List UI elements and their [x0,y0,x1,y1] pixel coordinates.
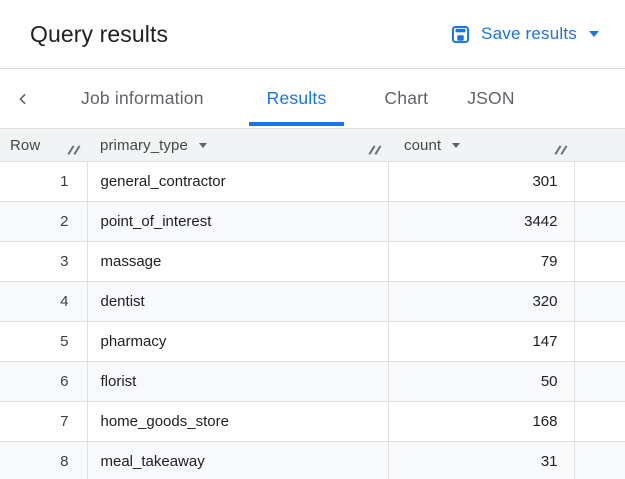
column-header-row: Row [0,128,87,162]
tab-label: Chart [384,88,429,108]
row-number-cell: 7 [0,401,88,442]
column-label: count [404,136,442,154]
chevron-left-icon [14,90,32,108]
table-row: 4 dentist 320 [0,281,625,322]
count-cell: 3442 [388,201,575,242]
table-header-row: Row primary_type count [0,128,625,162]
save-results-caret-icon [589,31,599,37]
row-number-cell: 5 [0,321,88,362]
count-cell: 79 [388,241,575,282]
count-cell: 50 [388,361,575,402]
filler-cell [574,201,625,242]
table-row: 3 massage 79 [0,241,625,282]
save-results-label: Save results [481,24,577,43]
primary-type-cell: home_goods_store [87,401,389,442]
row-number-cell: 1 [0,161,88,202]
primary-type-cell: massage [87,241,389,282]
filler-cell [574,241,625,282]
page-title: Query results [30,20,169,47]
count-cell: 301 [388,161,575,202]
primary-type-cell: florist [87,361,389,402]
primary-type-cell: general_contractor [87,161,389,202]
save-icon [450,24,471,45]
tabs-scroll-left-button[interactable] [13,87,33,111]
primary-type-cell: pharmacy [87,321,389,362]
table-row: 1 general_contractor 301 [0,161,625,202]
row-number-cell: 8 [0,441,88,479]
tab-label: Job information [81,88,204,108]
filler-cell [574,161,625,202]
tab-bar: Job information Results Chart JSON [0,68,625,128]
filler-cell [574,361,625,402]
column-header-count: count [388,128,574,162]
table-row: 6 florist 50 [0,361,625,402]
column-label: Row [10,136,41,154]
row-number-cell: 6 [0,361,88,402]
tab-results[interactable]: Results [248,69,345,128]
count-cell: 31 [388,441,575,479]
count-cell: 320 [388,281,575,322]
count-cell: 147 [388,321,575,362]
row-number-cell: 3 [0,241,88,282]
column-header-filler [574,128,625,162]
tab-label: Results [266,88,327,108]
table-row: 2 point_of_interest 3442 [0,201,625,242]
count-cell: 168 [388,401,575,442]
tab-json[interactable]: JSON [449,69,532,128]
filler-cell [574,441,625,479]
tab-chart[interactable]: Chart [366,69,446,128]
column-resize-handle[interactable] [65,145,82,156]
tab-label: JSON [467,88,515,108]
primary-type-cell: meal_takeaway [87,441,389,479]
filler-cell [574,281,625,322]
row-number-cell: 2 [0,201,88,242]
row-number-cell: 4 [0,281,88,322]
primary-type-cell: point_of_interest [87,201,389,242]
table-row: 5 pharmacy 147 [0,321,625,362]
column-menu-caret-icon[interactable] [198,142,207,148]
primary-type-cell: dentist [87,281,389,322]
column-menu-caret-icon[interactable] [452,142,461,148]
results-table: Row primary_type count 1 [0,128,625,479]
column-resize-handle[interactable] [366,145,383,156]
table-row: 7 home_goods_store 168 [0,401,625,442]
column-label: primary_type [100,136,188,154]
column-resize-handle[interactable] [552,145,569,156]
tab-job-information[interactable]: Job information [63,69,222,128]
filler-cell [574,401,625,442]
save-results-button[interactable]: Save results [450,24,599,45]
table-row: 8 meal_takeaway 31 [0,441,625,479]
column-header-primary-type: primary_type [87,128,388,162]
results-panel-header: Query results Save results [0,0,625,68]
filler-cell [574,321,625,362]
